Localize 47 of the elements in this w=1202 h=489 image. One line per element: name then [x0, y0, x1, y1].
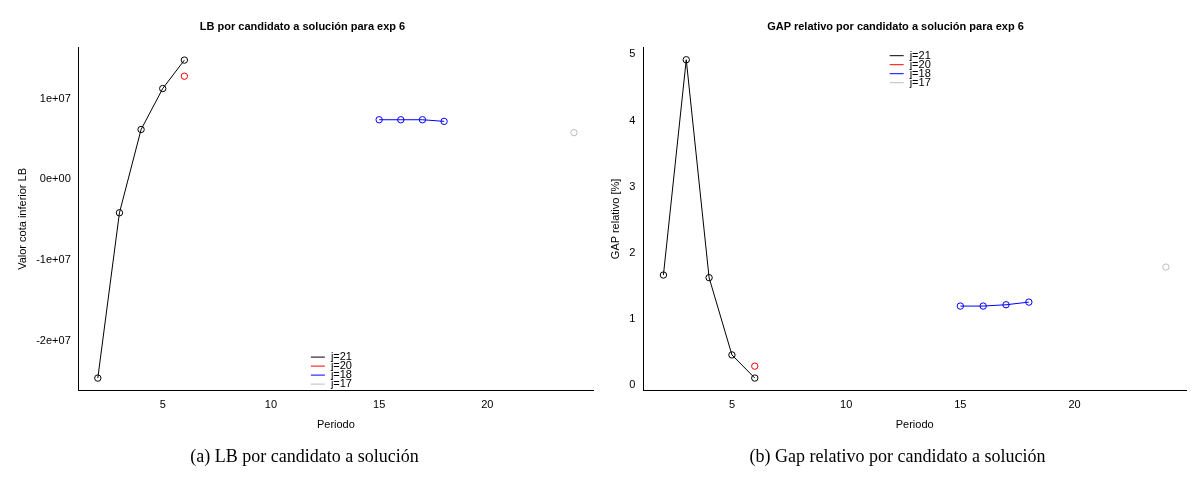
point [375, 116, 383, 124]
point [1025, 298, 1033, 306]
point [397, 116, 405, 124]
point [94, 374, 102, 382]
y-axis-title: GAP relativo [%] [608, 178, 621, 260]
y-tick-label: 1 [629, 311, 636, 324]
point [1002, 301, 1010, 309]
x-tick-label: 20 [1068, 398, 1081, 411]
chart-title: GAP relativo por candidato a solución para exp 6 [767, 19, 1024, 32]
x-axis-title: Periodo [316, 418, 355, 431]
y-tick-label: 4 [629, 113, 636, 126]
x-axis-title: Periodo [895, 418, 934, 431]
point [180, 72, 189, 80]
y-tick-label: -2e+07 [36, 333, 71, 346]
point [705, 273, 713, 282]
point [440, 117, 448, 126]
y-tick-label: 1e+07 [39, 91, 71, 104]
x-tick-label: 15 [373, 398, 386, 411]
y-axis-title: Valor cota inferior LB [15, 167, 28, 270]
point [682, 56, 690, 64]
point [956, 302, 965, 310]
point [659, 271, 668, 279]
point [418, 116, 427, 124]
x-tick-label: 10 [264, 398, 278, 411]
point [979, 302, 987, 310]
point [115, 209, 124, 217]
chart-title: LB por candidato a solución para exp 6 [199, 19, 406, 32]
y-tick-label: 2 [629, 245, 636, 258]
point [570, 128, 578, 137]
point [137, 125, 145, 134]
x-tick-label: 5 [159, 398, 166, 411]
point [180, 56, 189, 64]
text: (b) Gap relativo por candidato a solución [748, 446, 1047, 467]
legend-label: j=21 [329, 350, 352, 363]
text: (a) LB por candidato a solución [189, 446, 420, 467]
x-tick-label: 20 [481, 398, 494, 411]
y-tick-label: 3 [629, 179, 636, 192]
y-tick-label: 5 [629, 47, 636, 60]
x-tick-label: 5 [728, 398, 735, 411]
y-tick-label: 0e+00 [39, 172, 71, 185]
point [728, 351, 736, 359]
point [751, 374, 759, 382]
x-tick-label: 10 [840, 398, 853, 411]
y-tick-label: -1e+07 [36, 253, 71, 266]
y-tick-label: 0 [629, 377, 636, 390]
x-tick-label: 15 [954, 398, 967, 411]
point [159, 84, 167, 93]
